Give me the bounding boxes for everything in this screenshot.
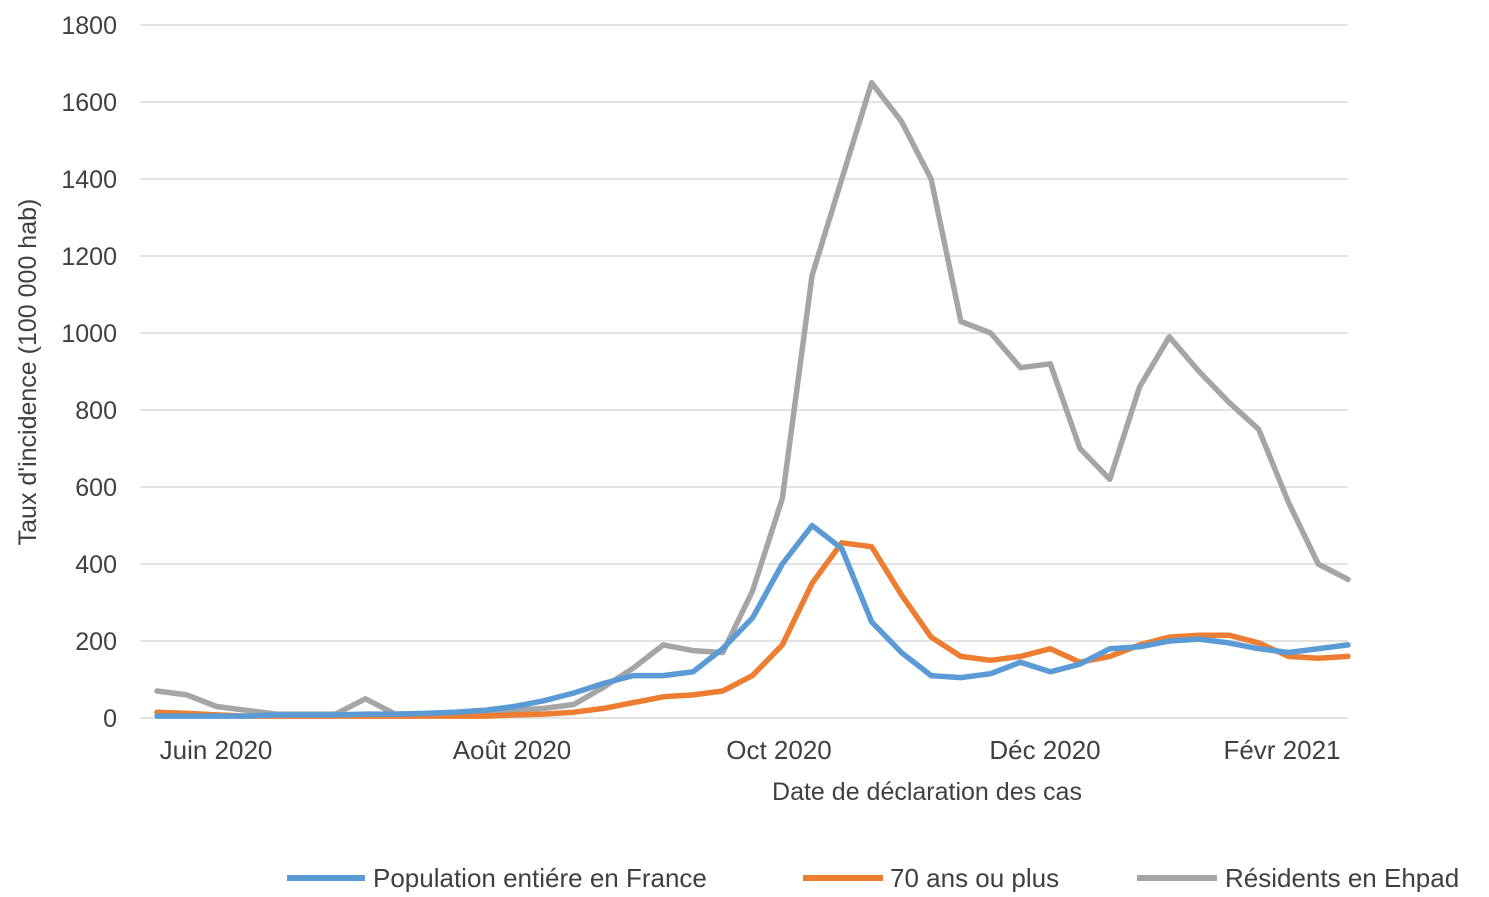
legend-item-0: Population entiére en France xyxy=(287,863,707,893)
y-axis: 0 200 400 600 800 1000 1200 1400 1600 1800 xyxy=(61,12,117,733)
y-tick-label: 800 xyxy=(75,397,117,425)
legend: Population entiére en France 70 ans ou pl… xyxy=(287,863,1459,893)
series-line-2 xyxy=(154,80,1351,717)
series-lines xyxy=(154,80,1351,719)
y-tick-label: 0 xyxy=(103,705,117,733)
x-axis-title: Date de déclaration des cas xyxy=(772,778,1082,806)
x-tick-label: Févr 2021 xyxy=(1223,735,1340,765)
x-tick-label: Déc 2020 xyxy=(989,735,1100,765)
legend-item-2: Résidents en Ehpad xyxy=(1137,863,1459,893)
y-tick-label: 1600 xyxy=(61,89,117,117)
x-tick-label: Juin 2020 xyxy=(160,735,273,765)
legend-item-1: 70 ans ou plus xyxy=(803,863,1059,893)
series-line-1 xyxy=(154,540,1351,719)
series-line-0 xyxy=(154,522,1351,719)
legend-label: Résidents en Ehpad xyxy=(1225,863,1459,892)
x-tick-label: Oct 2020 xyxy=(726,735,832,765)
y-tick-label: 400 xyxy=(75,551,117,579)
legend-label: Population entiére en France xyxy=(373,863,707,892)
y-tick-label: 600 xyxy=(75,474,117,502)
y-tick-label: 200 xyxy=(75,628,117,656)
y-tick-label: 1200 xyxy=(61,243,117,271)
x-tick-label: Août 2020 xyxy=(453,735,572,765)
y-tick-label: 1800 xyxy=(61,12,117,40)
y-tick-label: 1400 xyxy=(61,166,117,194)
y-tick-label: 1000 xyxy=(61,320,117,348)
x-axis: Juin 2020 Août 2020 Oct 2020 Déc 2020 Févr 2… xyxy=(160,735,1341,765)
legend-label: 70 ans ou plus xyxy=(890,863,1059,892)
gridlines xyxy=(140,24,1348,719)
y-axis-title: Taux d'incidence (100 000 hab) xyxy=(14,199,42,546)
